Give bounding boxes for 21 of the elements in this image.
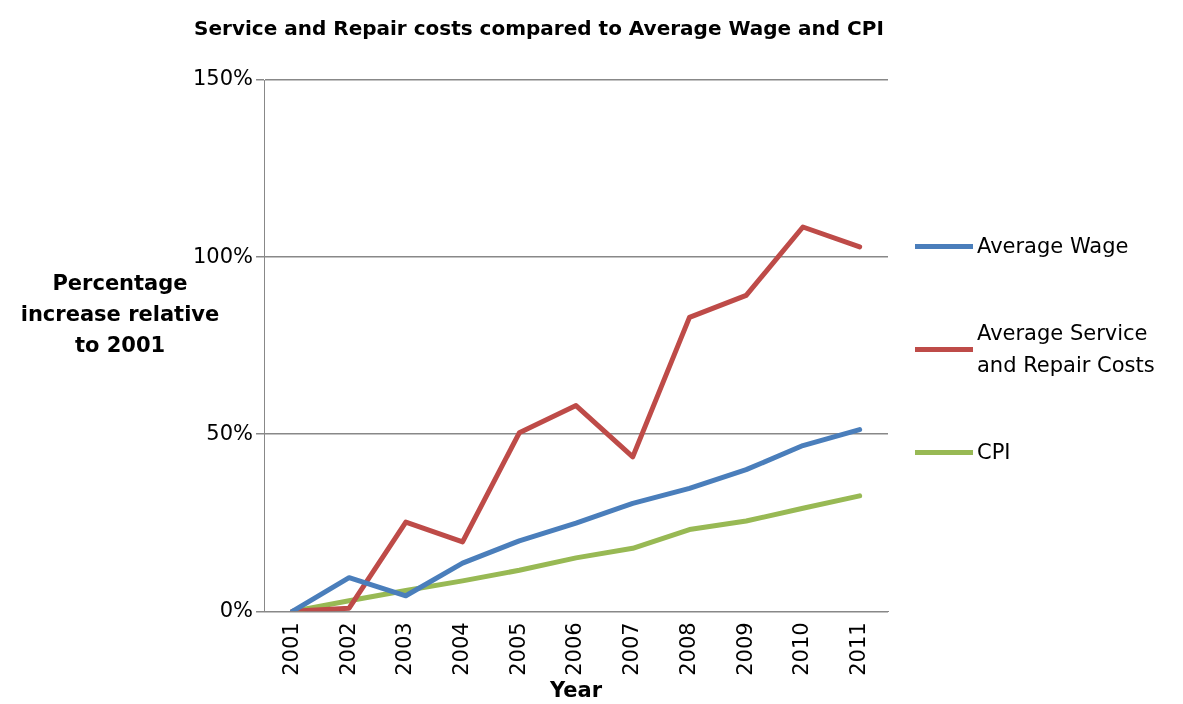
x-tick-label: 2010 xyxy=(789,622,814,676)
y-tick-label: 100% xyxy=(192,243,254,268)
legend-label: Average Service and Repair Costs xyxy=(977,320,1156,379)
x-tick-label: 2007 xyxy=(619,622,644,676)
x-tick-label: 2008 xyxy=(675,622,700,676)
chart-title: Service and Repair costs compared to Average Wage and CPI xyxy=(194,16,884,41)
x-tick-label: 2006 xyxy=(562,622,587,676)
x-tick-label: 2004 xyxy=(449,622,474,676)
y-tick-label: 0% xyxy=(219,597,254,622)
y-axis-title: Percentage increase relative to 2001 xyxy=(20,270,220,359)
x-tick-label: 2001 xyxy=(278,622,303,676)
legend-label: CPI xyxy=(977,439,1011,466)
legend-label: Average Wage xyxy=(977,233,1129,260)
y-tick-label: 50% xyxy=(206,420,254,445)
y-tick-label: 150% xyxy=(192,66,254,91)
x-tick-label: 2011 xyxy=(846,622,871,676)
x-tick-label: 2003 xyxy=(392,622,417,676)
x-tick-label: 2002 xyxy=(335,622,360,676)
x-axis-title: Year xyxy=(548,677,603,702)
x-tick-label: 2009 xyxy=(732,622,757,676)
x-tick-label: 2005 xyxy=(505,622,530,676)
